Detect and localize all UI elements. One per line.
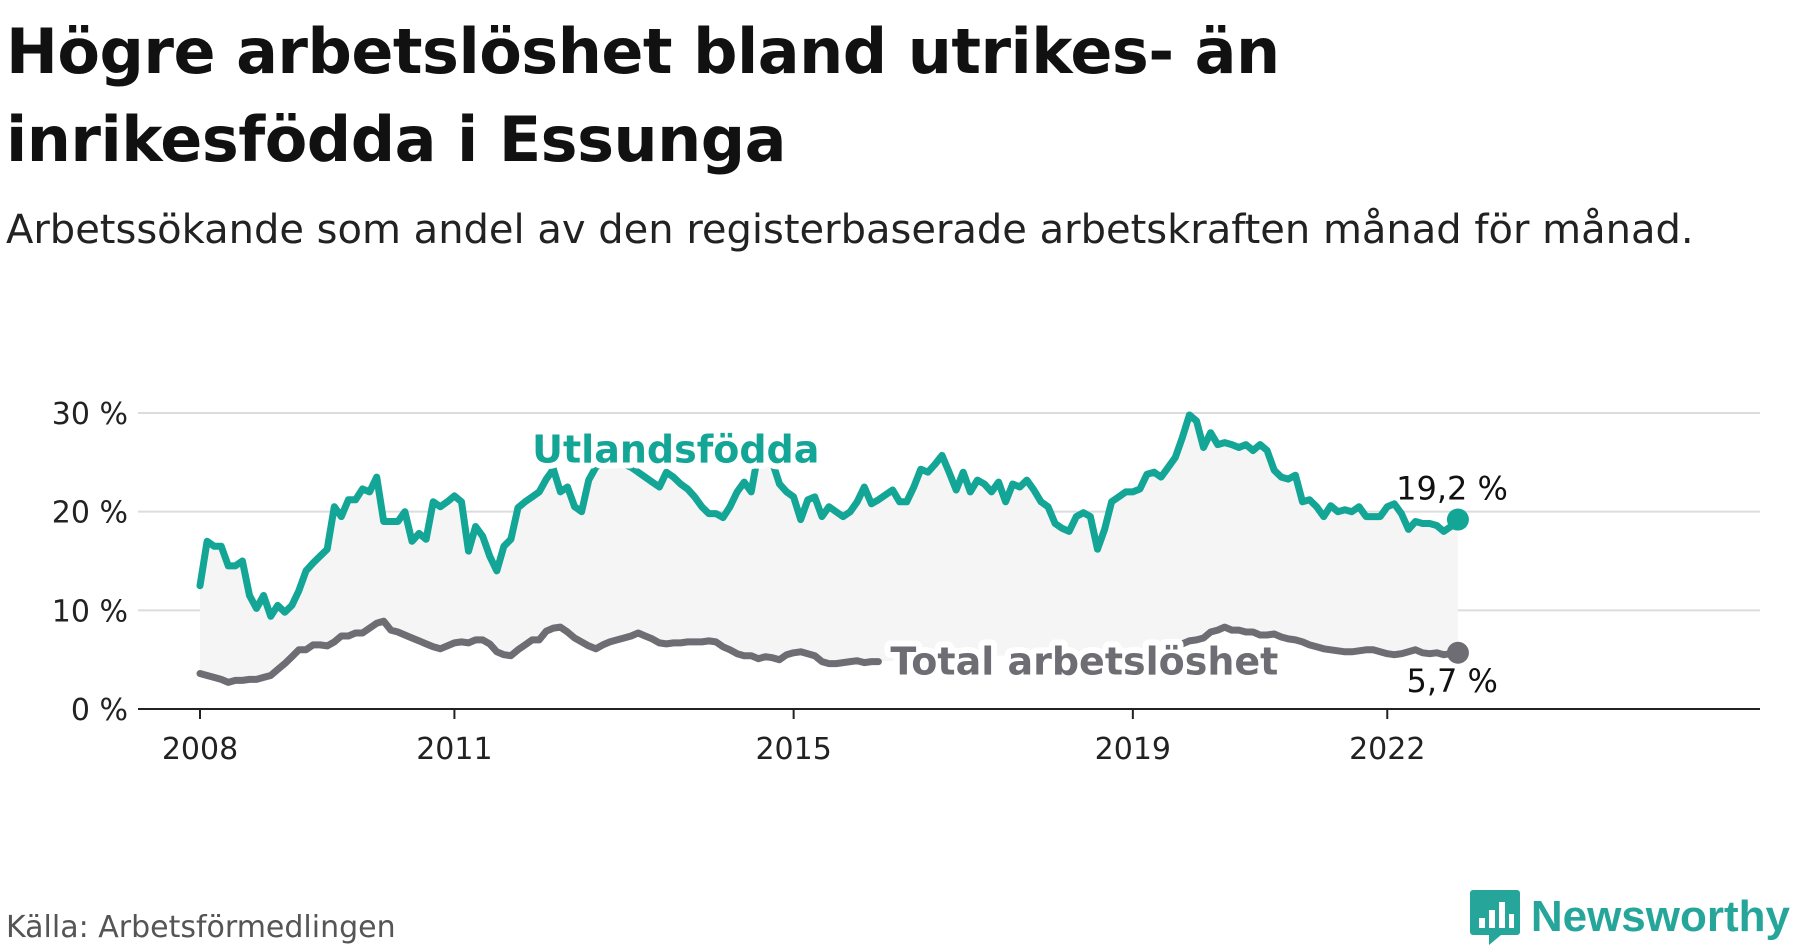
series-labels: Utlandsfödda Total arbetslöshet 19,2 % 5,7 … — [526, 421, 1508, 700]
newsworthy-logo-icon — [1469, 890, 1520, 945]
y-tick-label: 20 % — [52, 496, 128, 531]
end-label-total: 5,7 % — [1406, 662, 1497, 700]
line-chart: 0 % 10 % 20 % 30 % 2008 2011 2015 2019 2022 Utla… — [52, 397, 1760, 767]
x-tick-label: 2011 — [416, 732, 492, 767]
brand-name: Newsworthy — [1530, 892, 1790, 941]
series-line-total — [196, 617, 882, 686]
series-line-utlandsfodda — [196, 411, 1462, 620]
x-tick-label: 2019 — [1095, 732, 1171, 767]
y-tick-label: 30 % — [52, 397, 128, 432]
series-label-utlandsfodda: Utlandsfödda — [532, 427, 819, 471]
series-label-total: Total arbetslöshet — [890, 640, 1278, 684]
axes: 0 % 10 % 20 % 30 % 2008 2011 2015 2019 2022 — [52, 397, 1760, 767]
series-lines — [196, 411, 1462, 686]
chart-title: Högre arbetslöshet bland utrikes- än inr… — [6, 15, 1280, 176]
y-tick-label: 10 % — [52, 594, 128, 629]
brand-logo[interactable]: Newsworthy — [1469, 888, 1790, 946]
series-line-total-segment — [1171, 623, 1462, 659]
x-tick-label: 2022 — [1349, 732, 1425, 767]
x-tick-label: 2015 — [755, 732, 831, 767]
source-note: Källa: Arbetsförmedlingen — [6, 910, 396, 945]
chart-subtitle: Arbetssökande som andel av den registerb… — [6, 207, 1694, 253]
end-label-utlandsfodda: 19,2 % — [1396, 470, 1508, 508]
end-point-utlandsfodda — [1446, 508, 1469, 531]
end-point-total — [1446, 641, 1469, 664]
x-tick-label: 2008 — [162, 732, 238, 767]
y-tick-label: 0 % — [71, 693, 128, 728]
